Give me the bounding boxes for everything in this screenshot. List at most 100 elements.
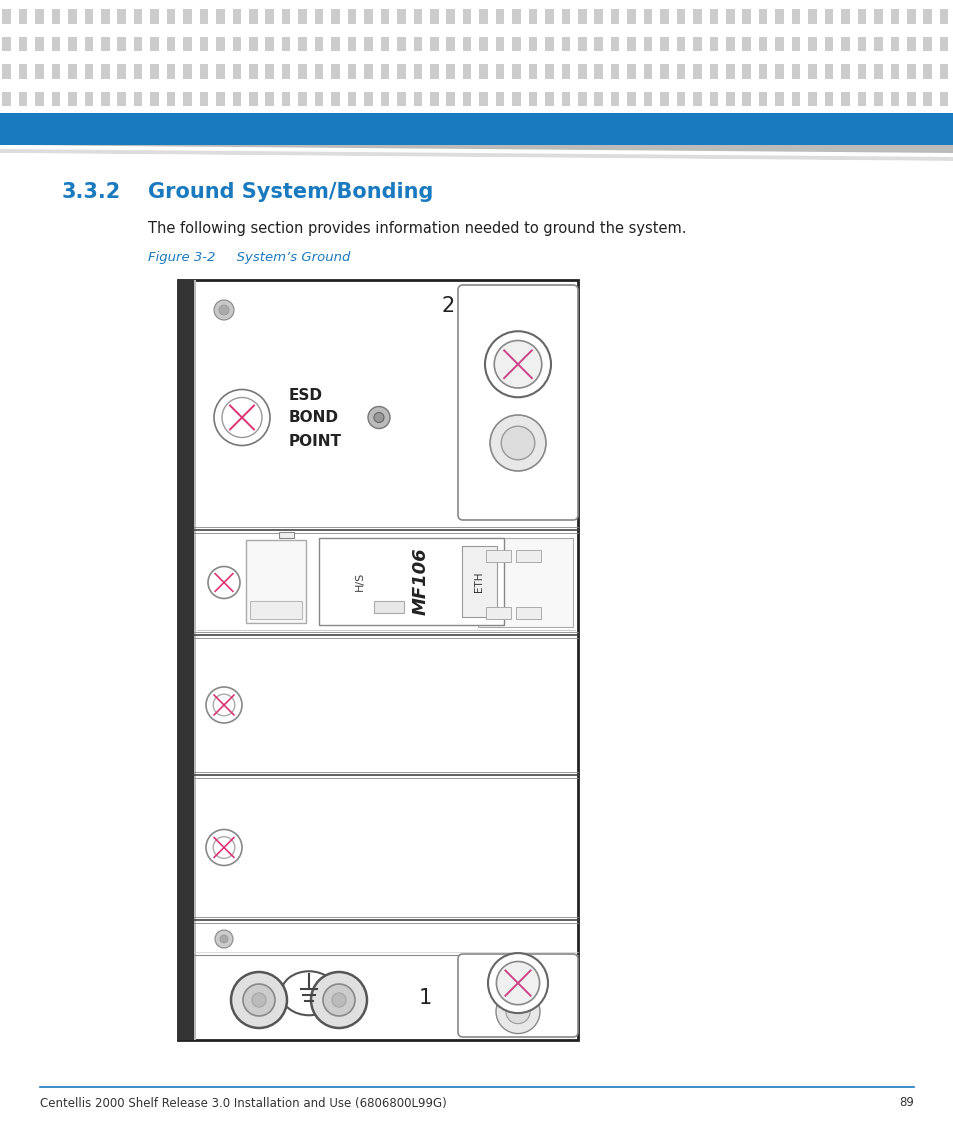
Circle shape <box>490 414 545 471</box>
Bar <box>117 92 126 106</box>
Bar <box>741 92 750 106</box>
Bar <box>380 37 389 52</box>
Bar <box>199 64 208 79</box>
Polygon shape <box>0 145 953 157</box>
Circle shape <box>488 953 547 1013</box>
Bar <box>578 92 586 106</box>
Bar <box>807 64 816 79</box>
Bar <box>791 64 800 79</box>
Bar <box>939 37 947 52</box>
Bar <box>643 37 652 52</box>
Bar <box>396 64 405 79</box>
Bar <box>151 64 159 79</box>
Bar <box>216 92 225 106</box>
Bar <box>823 9 832 24</box>
Bar <box>709 92 718 106</box>
Circle shape <box>213 389 270 445</box>
Bar <box>923 37 931 52</box>
Bar <box>561 9 570 24</box>
Bar <box>446 64 455 79</box>
Circle shape <box>219 305 229 315</box>
Bar <box>314 64 323 79</box>
Bar <box>35 64 44 79</box>
Bar <box>265 9 274 24</box>
Circle shape <box>505 1000 530 1024</box>
Bar <box>331 64 339 79</box>
Bar <box>35 9 44 24</box>
Bar <box>167 92 175 106</box>
Bar <box>873 37 882 52</box>
FancyBboxPatch shape <box>457 285 578 520</box>
Bar <box>610 37 618 52</box>
Text: H/S: H/S <box>355 571 364 591</box>
Bar <box>478 9 487 24</box>
Bar <box>512 64 520 79</box>
Text: Centellis 2000 Shelf Release 3.0 Installation and Use (6806800L99G): Centellis 2000 Shelf Release 3.0 Install… <box>40 1097 446 1110</box>
Bar <box>314 9 323 24</box>
Bar <box>610 92 618 106</box>
Bar <box>693 37 701 52</box>
Bar <box>857 92 865 106</box>
Bar <box>906 9 915 24</box>
Bar <box>364 92 373 106</box>
Bar <box>85 37 93 52</box>
Bar <box>841 92 849 106</box>
Bar <box>823 64 832 79</box>
Polygon shape <box>0 153 953 165</box>
Bar <box>282 9 290 24</box>
Bar <box>167 9 175 24</box>
Bar <box>233 37 241 52</box>
Bar <box>461 546 497 617</box>
Bar <box>923 64 931 79</box>
Bar <box>331 9 339 24</box>
Bar <box>725 9 734 24</box>
Circle shape <box>311 972 367 1028</box>
Bar <box>249 92 257 106</box>
Bar <box>791 92 800 106</box>
Bar <box>364 64 373 79</box>
Bar <box>528 37 537 52</box>
Text: 3.3.2: 3.3.2 <box>62 182 121 202</box>
Text: ETH: ETH <box>474 571 484 592</box>
Bar <box>265 92 274 106</box>
Bar <box>265 64 274 79</box>
Bar <box>709 37 718 52</box>
Bar <box>561 64 570 79</box>
Bar <box>906 37 915 52</box>
Bar <box>627 37 636 52</box>
Bar <box>183 9 192 24</box>
Bar <box>759 64 766 79</box>
Bar <box>347 9 355 24</box>
Bar <box>101 37 110 52</box>
Bar <box>380 9 389 24</box>
Bar <box>791 9 800 24</box>
Bar <box>117 37 126 52</box>
Bar <box>216 37 225 52</box>
Bar <box>939 92 947 106</box>
Bar <box>841 9 849 24</box>
Bar <box>462 37 471 52</box>
Bar <box>544 64 553 79</box>
Bar <box>807 37 816 52</box>
Bar <box>857 37 865 52</box>
Bar <box>413 37 421 52</box>
Bar <box>544 92 553 106</box>
Bar <box>133 92 142 106</box>
Bar <box>68 92 76 106</box>
Bar <box>594 9 602 24</box>
Bar <box>249 64 257 79</box>
Bar <box>298 64 307 79</box>
Bar <box>216 64 225 79</box>
Bar <box>246 540 306 623</box>
Bar <box>347 64 355 79</box>
Bar <box>430 37 438 52</box>
Bar <box>347 92 355 106</box>
Circle shape <box>208 567 240 599</box>
Bar <box>889 9 898 24</box>
Bar <box>19 64 28 79</box>
Bar <box>496 37 504 52</box>
Bar <box>627 9 636 24</box>
Bar <box>282 64 290 79</box>
Bar <box>413 9 421 24</box>
Bar <box>265 37 274 52</box>
